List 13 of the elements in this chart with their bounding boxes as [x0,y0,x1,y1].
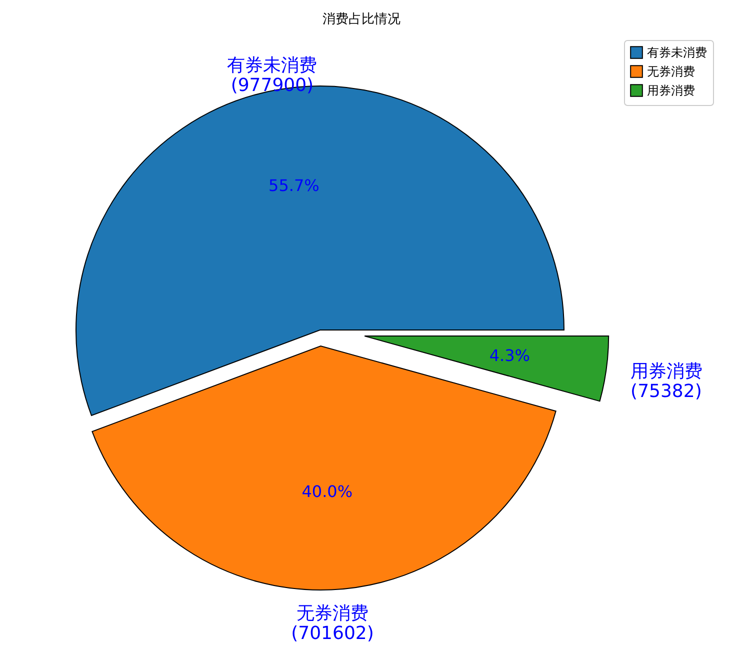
legend-label: 无券消费 [647,64,695,78]
data-label: 40.0% [302,482,353,502]
text: (75382) [630,381,702,402]
legend-label: 有券未消费 [647,46,707,60]
data-label: 4.3% [489,346,530,365]
text: (977900) [230,74,314,96]
text: (701602) [291,623,374,644]
data-label: 55.7% [268,176,320,195]
slice-label: 有券未消费 [227,54,318,76]
category-label: 用券消费 [630,361,703,382]
slice-label: 无券消费 [296,603,369,624]
chart-title: 消费占比情况 [322,12,400,27]
legend-label: 用券消费 [647,84,695,98]
